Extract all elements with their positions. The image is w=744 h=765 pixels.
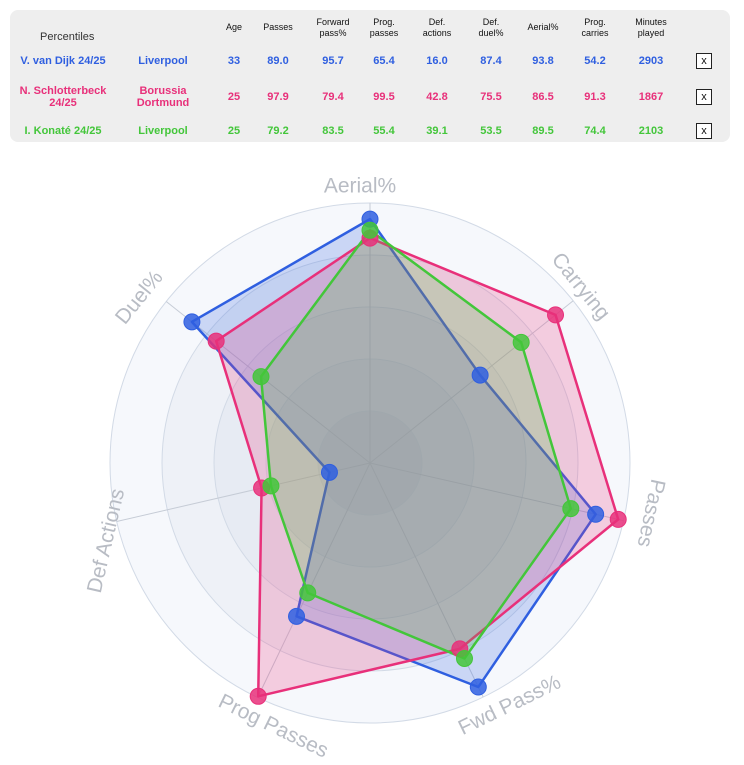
stat-value: 89.5 [532,125,554,137]
axis-spoke [369,300,574,464]
team-name: Liverpool [138,55,188,67]
data-point [455,649,473,667]
stat-value: 97.9 [267,91,289,103]
remove-player-button[interactable]: x [696,123,712,139]
stat-value: 1867 [638,91,664,103]
data-point [609,510,627,528]
data-point [183,313,201,331]
data-point [262,477,280,495]
stat-value: 25 [227,91,241,103]
column-header: Minutes played [635,17,667,38]
data-point [249,687,267,705]
player-name: N. Schlotterbeck 24/25 [19,85,107,109]
column-header: Def. actions [422,17,452,38]
column-header: Prog. passes [369,17,399,38]
stat-value: 79.4 [322,91,344,103]
data-point [562,500,580,518]
stat-value: 87.4 [480,55,502,67]
column-header: Aerial% [527,22,559,32]
player-name: V. van Dijk 24/25 [20,55,106,67]
data-point [320,463,338,481]
axis-spoke [369,462,624,522]
stat-value: 33 [227,55,241,67]
remove-player-button[interactable]: x [696,53,712,69]
data-point [469,678,487,696]
stat-value: 74.4 [584,125,606,137]
stat-value: 65.4 [373,55,395,67]
stat-value: 42.8 [426,91,448,103]
stat-value: 54.2 [584,55,606,67]
column-header: Def. duel% [478,17,504,38]
column-header: Prog. carries [581,17,609,38]
percentiles-table: Percentiles [10,10,730,142]
stat-value: 93.8 [532,55,554,67]
data-point [587,505,605,523]
stat-value: 25 [227,125,241,137]
stat-value: 83.5 [322,125,344,137]
stat-value: 91.3 [584,91,606,103]
stat-value: 75.5 [480,91,502,103]
remove-player-button[interactable]: x [696,89,712,105]
stat-value: 86.5 [532,91,554,103]
data-point [207,332,225,350]
data-point [299,584,317,602]
team-name: Liverpool [138,125,188,137]
column-header: Age [225,22,242,32]
stat-value: 79.2 [267,125,289,137]
data-point [547,306,565,324]
axis-label: Passes [633,477,670,549]
stat-value: 99.5 [373,91,395,103]
stat-value: 89.0 [267,55,289,67]
stat-value: 95.7 [322,55,344,67]
axis-spoke [165,301,371,464]
player-name: I. Konaté 24/25 [24,125,102,137]
column-header: Passes [263,22,293,32]
stat-value: 55.4 [373,125,395,137]
stat-value: 16.0 [426,55,448,67]
axis-spoke [257,462,371,698]
data-point [361,221,379,239]
data-point [252,368,270,386]
stat-value: 2103 [638,125,664,137]
data-point [471,366,489,384]
table-title: Percentiles [40,31,95,43]
stat-value: 2903 [638,55,664,67]
stat-value: 39.1 [426,125,448,137]
axis-label: Aerial% [324,175,396,198]
team-name: Borussia Dortmund [136,85,190,109]
column-header: Forward pass% [316,17,350,38]
stat-value: 53.5 [480,125,502,137]
data-point [288,607,306,625]
data-point [512,333,530,351]
series-area [259,229,573,660]
